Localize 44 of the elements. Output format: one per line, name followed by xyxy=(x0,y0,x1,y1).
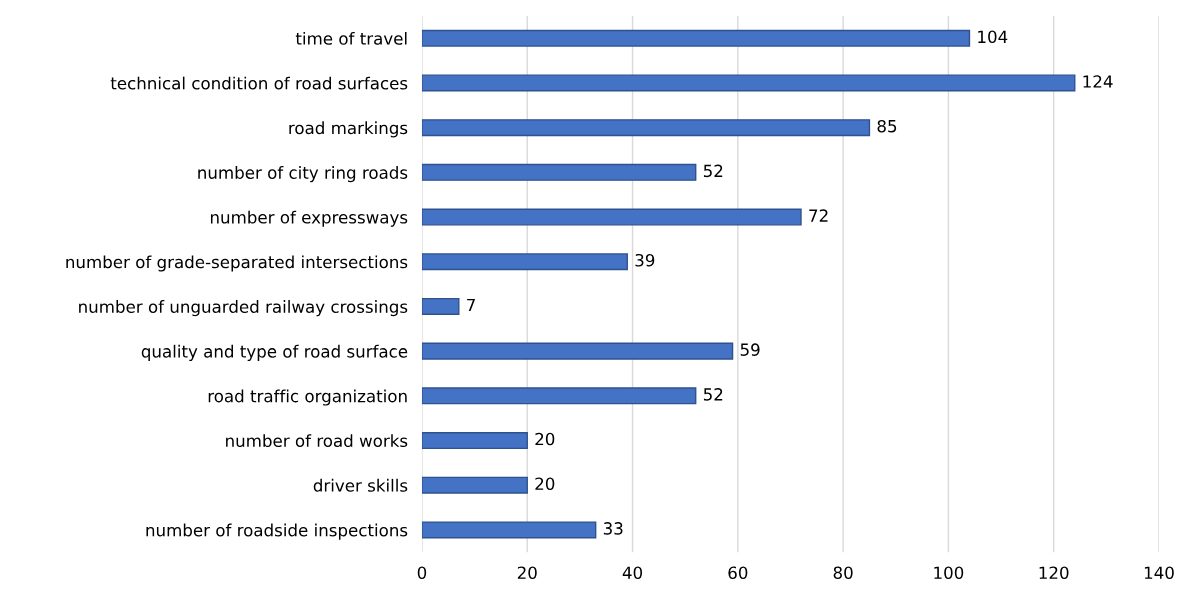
y-tick-label: road traffic organization xyxy=(208,389,407,406)
y-tick-label: number of roadside inspections xyxy=(146,523,408,540)
bar xyxy=(421,431,528,450)
data-label: 39 xyxy=(635,253,655,267)
bar xyxy=(421,297,460,315)
x-tick-label: 80 xyxy=(833,566,853,580)
bar xyxy=(421,476,528,494)
y-tick-label: number of unguarded railway crossings xyxy=(79,300,408,317)
y-tick-label: driver skills xyxy=(313,478,408,492)
y-tick-label: number of expressways xyxy=(210,210,408,227)
y-tick-label: quality and type of road surface xyxy=(141,344,408,361)
bar xyxy=(421,253,628,271)
bar xyxy=(421,342,734,360)
data-label: 20 xyxy=(535,432,555,446)
bar xyxy=(421,521,597,539)
y-tick-label: number of grade-separated intersections xyxy=(66,255,408,272)
x-tick-label: 40 xyxy=(622,566,643,580)
y-tick-label: number of city ring roads xyxy=(198,166,408,183)
y-tick-label: time of travel xyxy=(295,31,407,45)
x-tick-label: 60 xyxy=(728,566,748,580)
bar xyxy=(421,119,871,137)
data-label: 20 xyxy=(535,477,555,491)
data-label: 59 xyxy=(740,343,760,356)
y-tick-label: number of road works xyxy=(226,434,408,448)
bar xyxy=(421,74,1076,92)
bar xyxy=(421,208,802,226)
data-label: 85 xyxy=(877,119,897,133)
bar xyxy=(421,29,971,47)
data-label: 52 xyxy=(703,164,723,178)
data-label: 7 xyxy=(467,298,475,312)
x-tick-label: 140 xyxy=(1144,566,1174,580)
y-tick-label: technical condition of road surfaces xyxy=(110,76,408,90)
bar xyxy=(421,163,697,181)
x-tick-label: 0 xyxy=(417,566,427,580)
data-label: 52 xyxy=(703,388,723,401)
data-label: 33 xyxy=(603,522,623,535)
data-label: 124 xyxy=(1083,75,1113,88)
data-label: 72 xyxy=(809,209,828,222)
x-tick-label: 100 xyxy=(934,566,964,580)
y-tick-label: road markings xyxy=(289,121,408,138)
data-label: 104 xyxy=(978,30,1008,44)
x-tick-label: 120 xyxy=(1039,566,1069,580)
x-tick-label: 20 xyxy=(517,566,537,580)
bar xyxy=(421,387,697,405)
